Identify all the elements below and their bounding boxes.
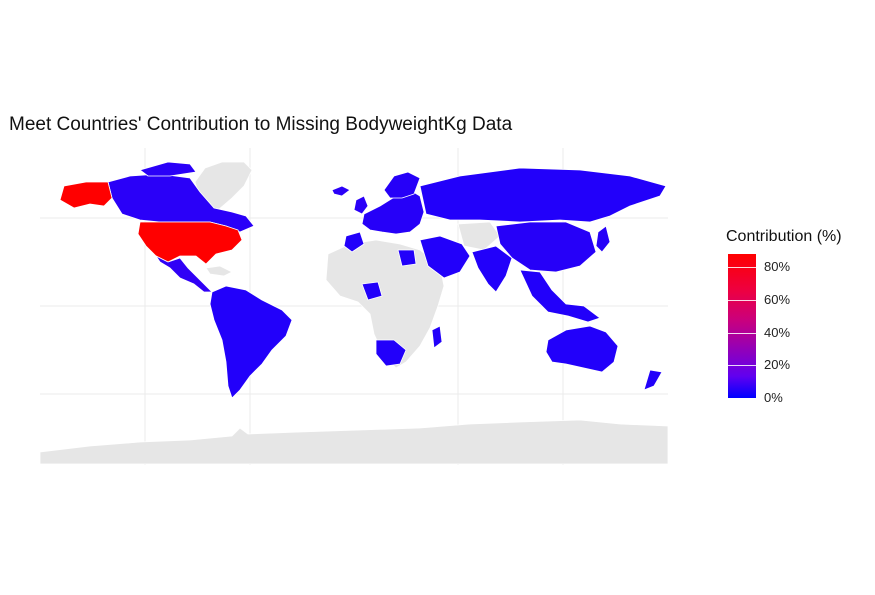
region-new-zealand (643, 369, 663, 391)
legend-tick-mark (728, 398, 756, 399)
region-alaska (59, 181, 113, 209)
legend-tick-label: 60% (764, 291, 791, 307)
region-canada (107, 173, 255, 233)
legend-title: Contribution (%) (726, 228, 842, 245)
region-china (495, 221, 597, 273)
legend-tick-label: 80% (764, 259, 791, 275)
legend-tick-mark (728, 267, 756, 268)
legend-colorbar (728, 254, 756, 398)
region-madagascar (431, 325, 443, 349)
legend-tick-mark (728, 333, 756, 334)
region-nigeria (361, 281, 383, 301)
region-south-africa (375, 339, 407, 367)
region-uk (353, 195, 369, 215)
region-central-asia (457, 221, 501, 251)
region-morocco (343, 231, 365, 253)
region-southeast-asia (519, 269, 601, 323)
legend-tick-label: 0% (764, 390, 783, 405)
region-africa (325, 239, 445, 369)
legend-tick-label: 20% (764, 357, 791, 373)
region-united-states (137, 221, 243, 265)
region-middle-east (419, 235, 471, 279)
chart-title: Meet Countries' Contribution to Missing … (9, 114, 513, 135)
region-scandinavia (383, 171, 421, 199)
region-japan (595, 225, 611, 253)
region-india (471, 245, 513, 293)
region-russia (419, 167, 667, 223)
region-south-america (209, 285, 293, 399)
region-antarctica (39, 419, 669, 465)
region-canada-arctic (139, 161, 197, 177)
legend-tick-mark (728, 365, 756, 366)
region-caribbean (205, 265, 233, 277)
region-australia (545, 325, 619, 373)
region-egypt (397, 249, 417, 267)
region-iceland (331, 185, 351, 197)
legend-tick-mark (728, 300, 756, 301)
legend-tick-label: 40% (764, 324, 791, 340)
